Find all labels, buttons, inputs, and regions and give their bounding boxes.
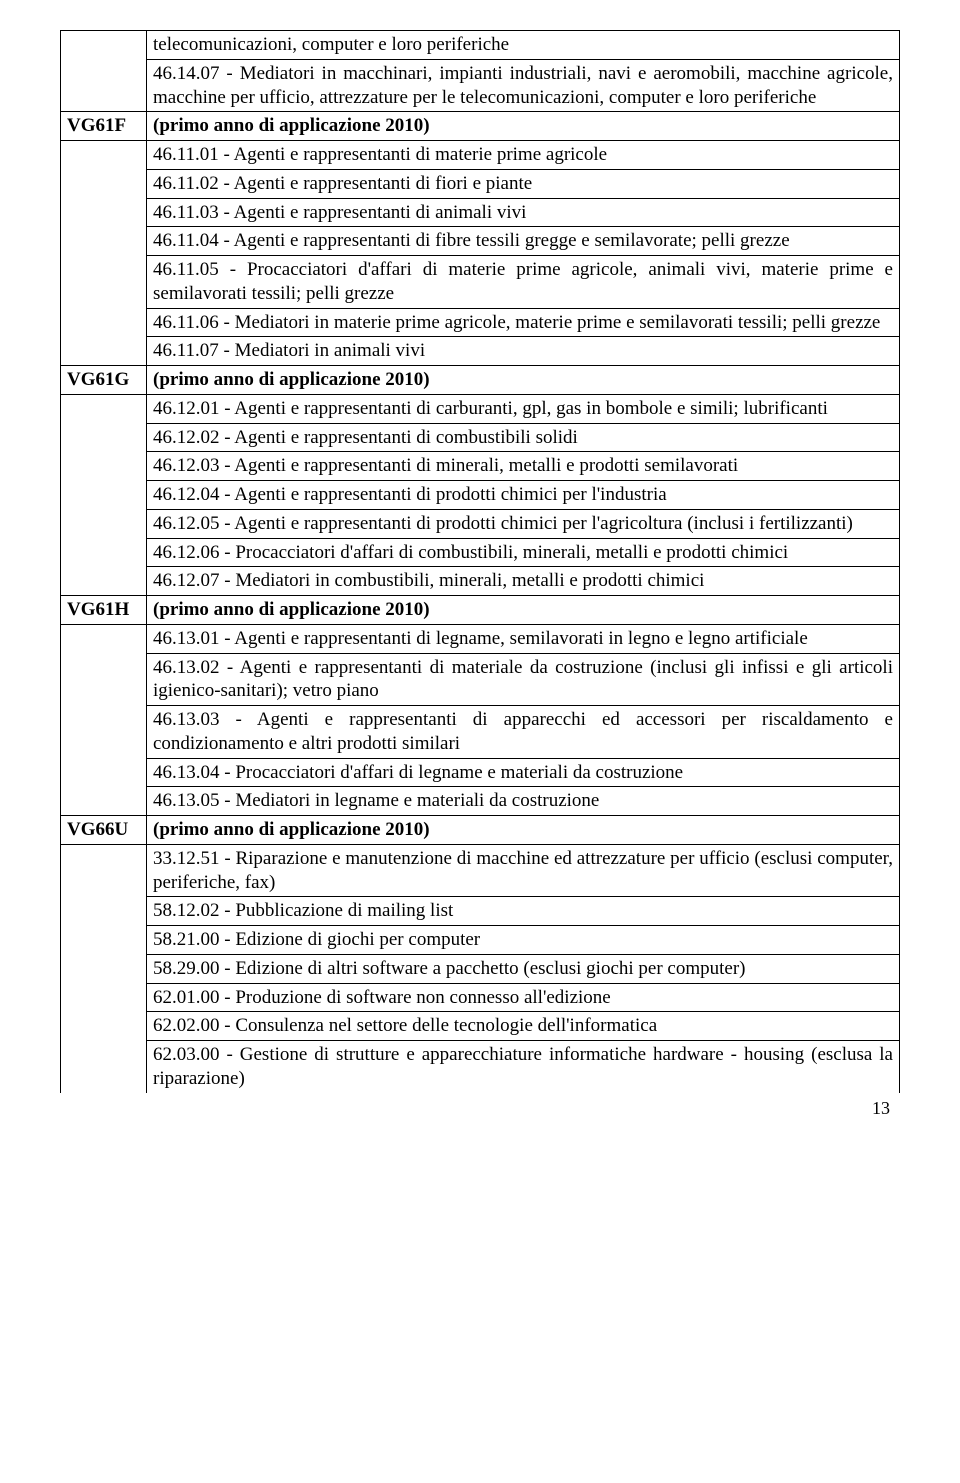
table-row: 46.11.01 - Agenti e rappresentanti di ma…: [61, 141, 900, 170]
desc-cell: 33.12.51 - Riparazione e manutenzione di…: [147, 844, 900, 897]
desc-cell: 46.12.06 - Procacciatori d'affari di com…: [147, 538, 900, 567]
table-row: 46.13.03 - Agenti e rappresentanti di ap…: [61, 706, 900, 759]
table-row: 46.11.02 - Agenti e rappresentanti di fi…: [61, 169, 900, 198]
table-row: 62.01.00 - Produzione di software non co…: [61, 983, 900, 1012]
code-cell-empty: [61, 394, 147, 595]
table-row: 58.29.00 - Edizione di altri software a …: [61, 954, 900, 983]
desc-cell: 62.03.00 - Gestione di strutture e appar…: [147, 1041, 900, 1094]
table-row: 46.12.03 - Agenti e rappresentanti di mi…: [61, 452, 900, 481]
table-row: 46.11.04 - Agenti e rappresentanti di fi…: [61, 227, 900, 256]
desc-cell: 46.13.04 - Procacciatori d'affari di leg…: [147, 758, 900, 787]
table-row: 46.12.07 - Mediatori in combustibili, mi…: [61, 567, 900, 596]
desc-cell: 46.11.06 - Mediatori in materie prime ag…: [147, 308, 900, 337]
table-row: 33.12.51 - Riparazione e manutenzione di…: [61, 844, 900, 897]
document-page: telecomunicazioni, computer e loro perif…: [0, 0, 960, 1139]
desc-cell: telecomunicazioni, computer e loro perif…: [147, 31, 900, 60]
code-cell-empty: [61, 141, 147, 366]
code-cell-empty: [61, 844, 147, 1093]
desc-cell: 46.12.07 - Mediatori in combustibili, mi…: [147, 567, 900, 596]
code-cell-empty: [61, 31, 147, 112]
desc-cell: 62.01.00 - Produzione di software non co…: [147, 983, 900, 1012]
desc-cell: 46.14.07 - Mediatori in macchinari, impi…: [147, 59, 900, 112]
desc-cell: 46.13.01 - Agenti e rappresentanti di le…: [147, 624, 900, 653]
table-row: VG66U (primo anno di applicazione 2010): [61, 816, 900, 845]
table-row: 46.11.05 - Procacciatori d'affari di mat…: [61, 256, 900, 309]
table-row: 46.11.07 - Mediatori in animali vivi: [61, 337, 900, 366]
table-row: 58.12.02 - Pubblicazione di mailing list: [61, 897, 900, 926]
desc-cell: 46.13.02 - Agenti e rappresentanti di ma…: [147, 653, 900, 706]
code-cell-vg61g: VG61G: [61, 366, 147, 395]
table-row: 46.13.05 - Mediatori in legname e materi…: [61, 787, 900, 816]
table-row: 46.11.03 - Agenti e rappresentanti di an…: [61, 198, 900, 227]
table-row: 58.21.00 - Edizione di giochi per comput…: [61, 926, 900, 955]
table-row: telecomunicazioni, computer e loro perif…: [61, 31, 900, 60]
section-header: (primo anno di applicazione 2010): [147, 112, 900, 141]
activity-code-table: telecomunicazioni, computer e loro perif…: [60, 30, 900, 1094]
section-header: (primo anno di applicazione 2010): [147, 816, 900, 845]
table-row: 46.12.04 - Agenti e rappresentanti di pr…: [61, 481, 900, 510]
table-row: 46.12.05 - Agenti e rappresentanti di pr…: [61, 509, 900, 538]
section-header: (primo anno di applicazione 2010): [147, 596, 900, 625]
desc-cell: 46.12.02 - Agenti e rappresentanti di co…: [147, 423, 900, 452]
table-row: VG61F (primo anno di applicazione 2010): [61, 112, 900, 141]
desc-cell: 46.13.03 - Agenti e rappresentanti di ap…: [147, 706, 900, 759]
desc-cell: 46.11.03 - Agenti e rappresentanti di an…: [147, 198, 900, 227]
table-row: 46.14.07 - Mediatori in macchinari, impi…: [61, 59, 900, 112]
code-cell-empty: [61, 624, 147, 815]
table-row: 46.12.01 - Agenti e rappresentanti di ca…: [61, 394, 900, 423]
table-row: 62.02.00 - Consulenza nel settore delle …: [61, 1012, 900, 1041]
section-header: (primo anno di applicazione 2010): [147, 366, 900, 395]
desc-cell: 46.12.05 - Agenti e rappresentanti di pr…: [147, 509, 900, 538]
code-cell-vg66u: VG66U: [61, 816, 147, 845]
page-number: 13: [60, 1094, 900, 1119]
table-row: 46.13.01 - Agenti e rappresentanti di le…: [61, 624, 900, 653]
desc-cell: 58.29.00 - Edizione di altri software a …: [147, 954, 900, 983]
desc-cell: 46.12.03 - Agenti e rappresentanti di mi…: [147, 452, 900, 481]
table-row: 46.13.04 - Procacciatori d'affari di leg…: [61, 758, 900, 787]
desc-cell: 58.21.00 - Edizione di giochi per comput…: [147, 926, 900, 955]
code-cell-vg61f: VG61F: [61, 112, 147, 141]
desc-cell: 46.11.04 - Agenti e rappresentanti di fi…: [147, 227, 900, 256]
table-row: VG61G (primo anno di applicazione 2010): [61, 366, 900, 395]
desc-cell: 46.11.01 - Agenti e rappresentanti di ma…: [147, 141, 900, 170]
desc-cell: 46.13.05 - Mediatori in legname e materi…: [147, 787, 900, 816]
desc-cell: 46.11.02 - Agenti e rappresentanti di fi…: [147, 169, 900, 198]
table-row: VG61H (primo anno di applicazione 2010): [61, 596, 900, 625]
desc-cell: 46.12.04 - Agenti e rappresentanti di pr…: [147, 481, 900, 510]
desc-cell: 46.12.01 - Agenti e rappresentanti di ca…: [147, 394, 900, 423]
table-row: 46.11.06 - Mediatori in materie prime ag…: [61, 308, 900, 337]
table-row: 46.12.02 - Agenti e rappresentanti di co…: [61, 423, 900, 452]
desc-cell: 62.02.00 - Consulenza nel settore delle …: [147, 1012, 900, 1041]
desc-cell: 46.11.07 - Mediatori in animali vivi: [147, 337, 900, 366]
table-row: 62.03.00 - Gestione di strutture e appar…: [61, 1041, 900, 1094]
table-row: 46.13.02 - Agenti e rappresentanti di ma…: [61, 653, 900, 706]
desc-cell: 46.11.05 - Procacciatori d'affari di mat…: [147, 256, 900, 309]
code-cell-vg61h: VG61H: [61, 596, 147, 625]
table-row: 46.12.06 - Procacciatori d'affari di com…: [61, 538, 900, 567]
desc-cell: 58.12.02 - Pubblicazione di mailing list: [147, 897, 900, 926]
